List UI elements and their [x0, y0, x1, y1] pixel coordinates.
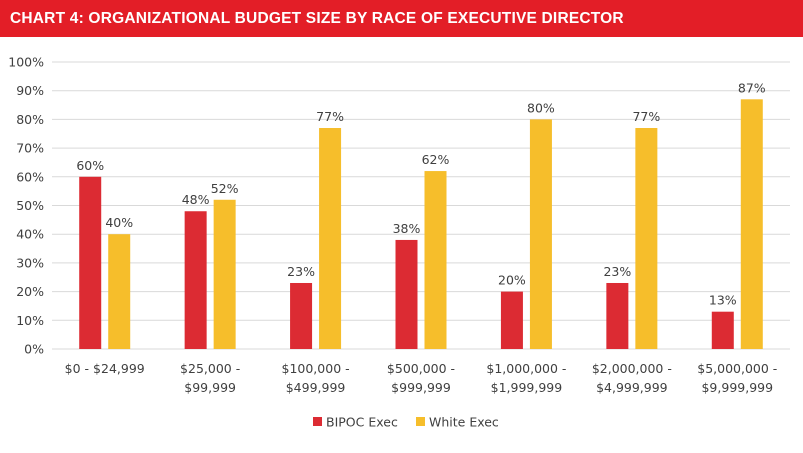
x-category-label: $99,999 [184, 380, 236, 395]
gridlines [52, 61, 790, 350]
data-label: 60% [76, 158, 104, 173]
x-category-label: $5,000,000 - [697, 361, 777, 376]
bar-bipoc [500, 291, 523, 349]
x-category-label: $4,999,999 [596, 380, 668, 395]
bar-bipoc [395, 239, 418, 349]
bar-white [740, 99, 763, 349]
y-tick-label: 70% [16, 141, 44, 156]
legend-swatch-bipoc [313, 417, 322, 426]
bars: 60% 40% 48%52% 23% 77% 38% 62% 20% 80% 23% 77% 13% 8… [76, 80, 766, 350]
y-tick-label: 20% [16, 284, 44, 299]
data-label: 23% [603, 264, 631, 279]
y-tick-label: 90% [16, 83, 44, 98]
x-category-label: $100,000 - [282, 361, 350, 376]
x-category-label: $500,000 - [387, 361, 455, 376]
data-label: 13% [709, 293, 737, 308]
data-label: 23% [287, 264, 315, 279]
y-tick-label: 40% [16, 227, 44, 242]
y-tick-label: 60% [16, 169, 44, 184]
bar-white [424, 171, 447, 349]
data-label: 40% [105, 215, 133, 230]
x-axis: $0 - $24,999 $25,000 - $99,999 $100,000 - $4… [65, 361, 778, 395]
bar-white [108, 234, 131, 349]
data-label: 48% [182, 192, 210, 207]
chart-title-bar: CHART 4: ORGANIZATIONAL BUDGET SIZE BY R… [0, 0, 803, 37]
data-label: 87% [738, 80, 766, 95]
x-category-label: $2,000,000 - [592, 361, 672, 376]
bar-bipoc [711, 311, 734, 349]
y-tick-label: 50% [16, 198, 44, 213]
data-label: 38% [393, 221, 421, 236]
y-tick-label: 30% [16, 255, 44, 270]
bar-chart: 0% 10% 20% 30% 40% 50% 60% 70% 80% 90% 100% 60% 40%… [8, 55, 790, 430]
legend-label-bipoc: BIPOC Exec [326, 415, 398, 430]
legend: BIPOC Exec White Exec [313, 415, 499, 430]
y-axis: 0% 10% 20% 30% 40% 50% 60% 70% 80% 90% 100% [8, 55, 44, 357]
x-category-label: $499,999 [286, 380, 346, 395]
y-tick-label: 10% [16, 313, 44, 328]
bar-white [319, 128, 342, 349]
legend-swatch-white [416, 417, 425, 426]
bar-white [635, 128, 658, 349]
bar-white [213, 199, 236, 349]
bar-bipoc [79, 176, 102, 349]
data-label: 52% [211, 181, 239, 196]
bar-white [529, 119, 552, 350]
x-category-label: $0 - $24,999 [65, 361, 145, 376]
data-label: 62% [422, 152, 450, 167]
y-tick-label: 100% [8, 55, 44, 70]
y-tick-label: 0% [24, 342, 44, 357]
bar-bipoc [606, 282, 629, 349]
data-label: 20% [498, 273, 526, 288]
chart-title: CHART 4: ORGANIZATIONAL BUDGET SIZE BY R… [10, 9, 624, 27]
bar-bipoc [290, 282, 313, 349]
y-tick-label: 80% [16, 112, 44, 127]
bar-bipoc [184, 211, 207, 349]
data-label: 80% [527, 100, 555, 115]
x-category-label: $1,999,999 [491, 380, 563, 395]
x-category-label: $9,999,999 [701, 380, 773, 395]
x-category-label: $25,000 - [180, 361, 240, 376]
data-label: 77% [316, 109, 344, 124]
data-label: 77% [632, 109, 660, 124]
legend-label-white: White Exec [429, 415, 499, 430]
x-category-label: $999,999 [391, 380, 451, 395]
x-category-label: $1,000,000 - [486, 361, 566, 376]
